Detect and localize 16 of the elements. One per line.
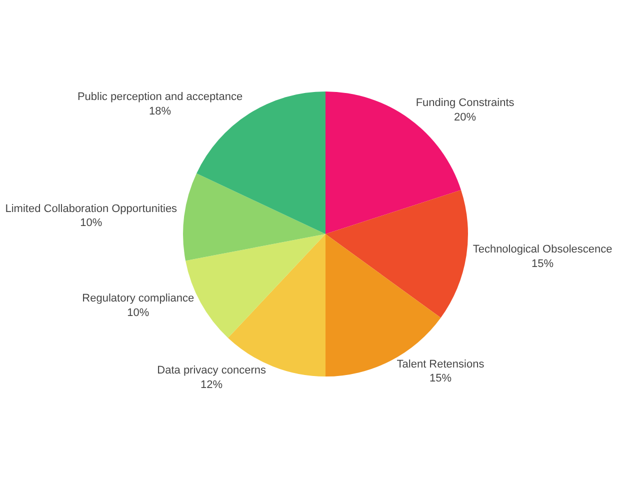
data-label: 10% (80, 217, 102, 230)
slice-label: Funding Constraints (416, 96, 515, 109)
data-label: 12% (200, 379, 223, 392)
slice-label: Data privacy concerns (157, 364, 266, 377)
slice-label: Public perception and acceptance (77, 91, 243, 104)
slice-label: Talent Retensions (396, 358, 485, 370)
slice-label: Technological Obsolescence (472, 243, 612, 256)
slice-label: Regulatory compliance (82, 292, 194, 305)
data-label: 15% (532, 258, 554, 270)
data-label: 20% (454, 111, 476, 124)
pie-slice (326, 190, 468, 318)
pie-slice (183, 173, 326, 261)
data-label: 15% (429, 372, 452, 385)
data-label: 18% (148, 105, 172, 118)
data-label: 10% (127, 306, 150, 319)
slice-label: Limited Collaboration Opportunities (5, 202, 178, 215)
